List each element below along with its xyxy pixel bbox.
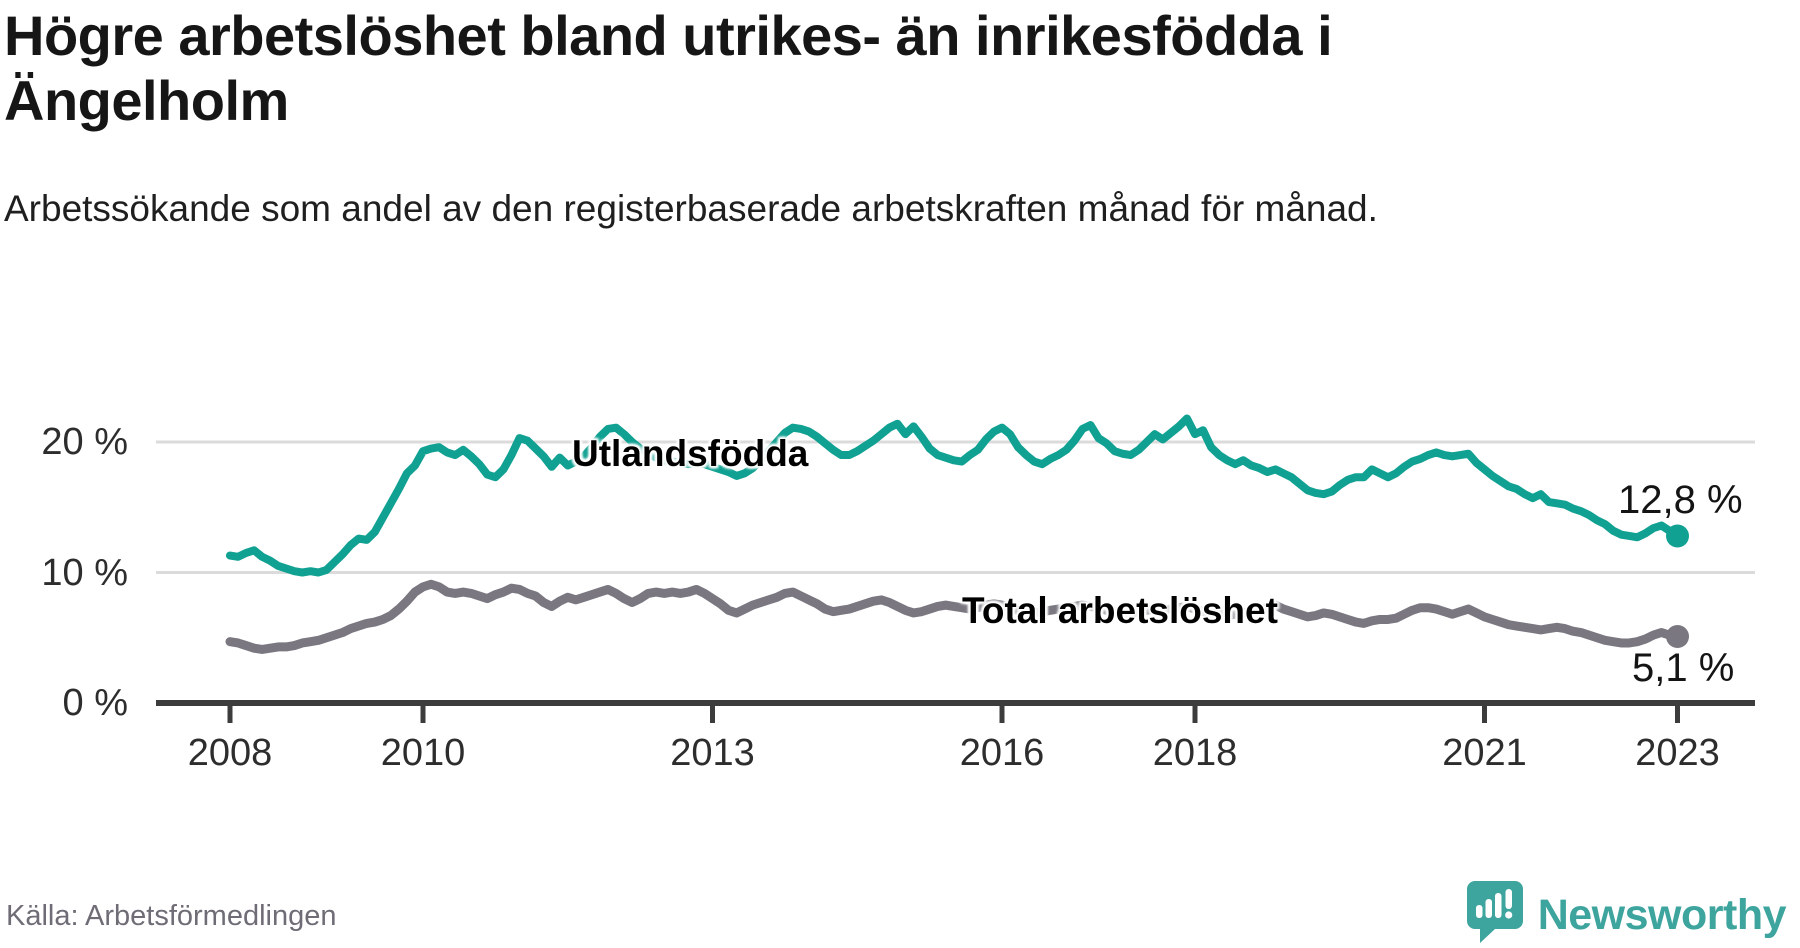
y-tick-label: 20 % — [41, 421, 128, 463]
newsworthy-speech-bubble-chart-icon — [1466, 880, 1524, 948]
series-label-total-arbetsloshet: Total arbetslöshet — [962, 590, 1278, 631]
series-line-total-arbetsloshet — [225, 579, 1682, 654]
end-value-label-utlandsfodda: 12,8 % — [1618, 478, 1743, 522]
chart-subtitle: Arbetssökande som andel av den registerb… — [4, 188, 1378, 229]
x-tick-label: 2018 — [1152, 732, 1238, 774]
series-line-utlandsfodda — [226, 414, 1682, 577]
end-value-label-total: 5,1 % — [1632, 646, 1735, 690]
y-tick-label: 0 % — [62, 682, 128, 724]
series-label-utlandsfodda: Utlandsfödda — [572, 433, 809, 474]
newsworthy-wordmark: Newsworthy — [1537, 890, 1787, 939]
x-tick-label: 2008 — [187, 732, 273, 774]
source-credit: Källa: Arbetsförmedlingen — [6, 900, 337, 932]
page-title: Högre arbetslöshet bland utrikes- än inr… — [4, 4, 1333, 132]
x-tick-label: 2010 — [380, 732, 466, 774]
x-tick-label: 2023 — [1635, 732, 1720, 774]
newsworthy-logo: Newsworthy — [1466, 880, 1787, 948]
y-tick-label: 10 % — [41, 551, 128, 594]
x-tick-label: 2016 — [959, 732, 1045, 774]
series-end-dot-total-arbetsloshet — [1666, 624, 1689, 648]
series-end-dot-utlandsfodda — [1666, 524, 1689, 548]
x-tick-label: 2021 — [1442, 732, 1527, 774]
x-tick-label: 2013 — [670, 732, 755, 774]
